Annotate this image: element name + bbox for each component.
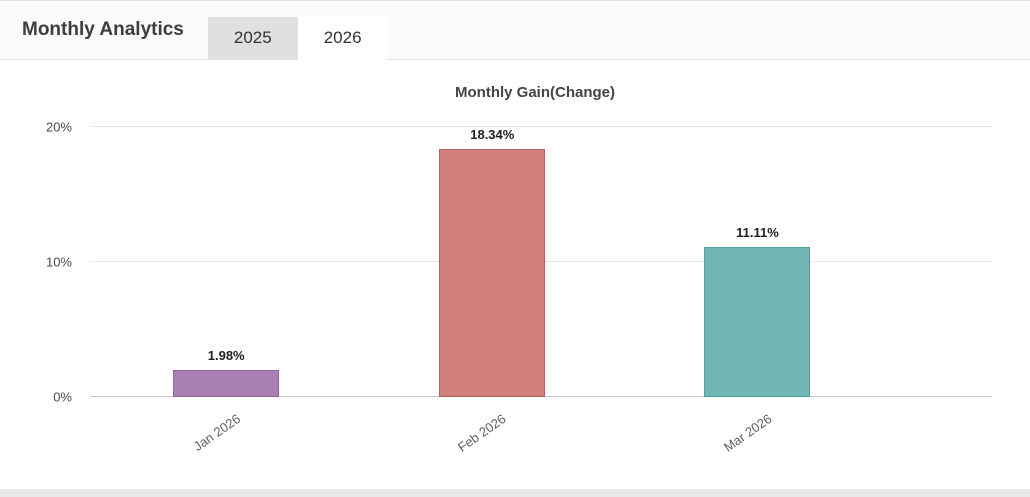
y-axis-tick-label: 0% (53, 389, 72, 405)
bar-value-label: 11.11% (736, 225, 779, 241)
bar-jan-2026[interactable] (173, 370, 280, 397)
gridline (90, 126, 992, 127)
x-axis-tick-label: Mar 2026 (720, 411, 775, 455)
header: Monthly Analytics 2025 2026 (0, 1, 1030, 60)
bar-value-label: 1.98% (207, 348, 245, 364)
year-tabs: 2025 2026 (207, 1, 388, 60)
tab-2026[interactable]: 2026 (297, 16, 388, 60)
y-axis-tick-label: 10% (45, 254, 72, 270)
chart-container: Monthly Gain(Change) 0% 10% 20% 1.98% Jan 20… (0, 60, 1030, 455)
chart-title: Monthly Gain(Change) (455, 84, 615, 101)
plot-area: 0% 10% 20% 1.98% Jan 2026 18.34% Feb 2026 11.11… (46, 120, 992, 455)
bar-mar-2026[interactable] (704, 247, 811, 397)
y-axis-tick-label: 20% (45, 119, 72, 135)
x-axis-tick-label: Feb 2026 (455, 411, 509, 455)
tab-2025[interactable]: 2025 (207, 17, 298, 59)
page-title: Monthly Analytics (22, 19, 184, 40)
bar-value-label: 18.34% (470, 127, 515, 143)
bar-feb-2026[interactable] (439, 149, 546, 397)
x-axis-tick-label: Jan 2026 (190, 411, 243, 454)
